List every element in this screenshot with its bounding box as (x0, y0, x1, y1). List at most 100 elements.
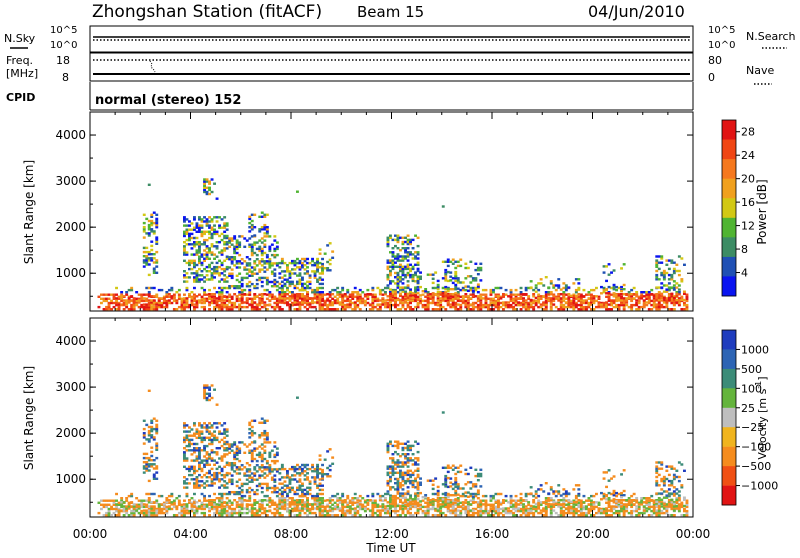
velocity-cell (334, 514, 337, 516)
velocity-cell (140, 510, 143, 512)
power-cell (218, 291, 221, 293)
power-cell (334, 289, 337, 291)
velocity-cell (331, 504, 334, 506)
power-cell (253, 293, 256, 295)
power-ytick-label: 1000 (55, 266, 86, 280)
power-cell (110, 300, 113, 302)
velocity-cell (520, 493, 523, 495)
power-cell (266, 268, 269, 270)
power-cell (223, 227, 226, 229)
power-cell (150, 220, 153, 222)
power-cell (233, 252, 236, 254)
velocity-cell (638, 503, 641, 505)
power-cell (278, 266, 281, 268)
power-cell (678, 299, 681, 301)
power-cell (309, 281, 312, 283)
power-cell (336, 287, 339, 289)
power-cell (422, 294, 425, 296)
velocity-cell (153, 478, 156, 480)
velocity-cell (374, 512, 377, 514)
power-cell (226, 241, 229, 243)
velocity-cell (459, 502, 462, 504)
power-cell (105, 298, 108, 300)
power-cell (294, 268, 297, 270)
power-cell (271, 254, 274, 256)
velocity-cell (583, 501, 586, 503)
velocity-cell (542, 510, 545, 512)
power-cell (583, 308, 586, 310)
velocity-cell (668, 495, 671, 497)
velocity-cell (359, 514, 362, 516)
power-cell (268, 235, 271, 237)
power-cell (417, 237, 420, 239)
power-cell (268, 260, 271, 262)
velocity-cell (153, 467, 156, 469)
velocity-cell (686, 500, 689, 502)
freq-unit-label: [MHz] (6, 67, 38, 80)
power-cell (560, 304, 563, 306)
power-cell (143, 247, 146, 249)
velocity-cell (150, 493, 153, 495)
power-cell (198, 299, 201, 301)
velocity-cell (201, 508, 204, 510)
power-cell (407, 255, 410, 257)
velocity-cell (188, 502, 191, 504)
velocity-cell (334, 505, 337, 507)
power-cell (434, 293, 437, 295)
velocity-cell (148, 509, 151, 511)
power-cell (150, 303, 153, 305)
power-cell (464, 296, 467, 298)
power-cell (198, 280, 201, 282)
power-cell (392, 239, 395, 241)
velocity-cell (670, 501, 673, 503)
velocity-cell (427, 503, 430, 505)
power-cell (655, 276, 658, 278)
power-cell (186, 287, 189, 289)
power-cell (593, 302, 596, 304)
power-cell (419, 298, 422, 300)
velocity-cell (150, 459, 153, 461)
velocity-cell (404, 507, 407, 509)
power-cell (125, 294, 128, 296)
velocity-cell (223, 508, 226, 510)
velocity-cell (160, 495, 163, 497)
velocity-cell (575, 495, 578, 497)
velocity-cell (148, 497, 151, 499)
power-cell (178, 306, 181, 308)
power-cell (414, 299, 417, 301)
velocity-cell (482, 495, 485, 497)
velocity-cell (472, 509, 475, 511)
velocity-cell (268, 501, 271, 503)
power-cell (635, 304, 638, 306)
power-cell (241, 291, 244, 293)
velocity-cell (392, 505, 395, 507)
velocity-cell (203, 514, 206, 516)
power-cell (490, 291, 493, 293)
velocity-cell (650, 514, 653, 516)
velocity-cell (525, 493, 528, 495)
velocity-cell (268, 509, 271, 511)
power-cell (186, 243, 189, 245)
power-cell (261, 260, 264, 262)
velocity-cell (620, 502, 623, 504)
power-cell (567, 293, 570, 295)
power-cell (678, 291, 681, 293)
power-cell (211, 220, 214, 222)
power-cell (427, 308, 430, 310)
power-cell (150, 253, 153, 255)
velocity-cell (673, 514, 676, 516)
power-cell (108, 294, 111, 296)
power-cell (532, 299, 535, 301)
power-cell (193, 295, 196, 297)
power-cell (211, 178, 214, 180)
power-cell (163, 297, 166, 299)
power-cell (208, 270, 211, 272)
velocity-cell (213, 451, 216, 453)
power-cell (585, 308, 588, 310)
velocity-cell (206, 484, 209, 486)
velocity-cell (211, 482, 214, 484)
power-cell (188, 296, 191, 298)
velocity-cell (150, 463, 153, 465)
power-cell (527, 308, 530, 310)
power-cell (196, 249, 199, 251)
